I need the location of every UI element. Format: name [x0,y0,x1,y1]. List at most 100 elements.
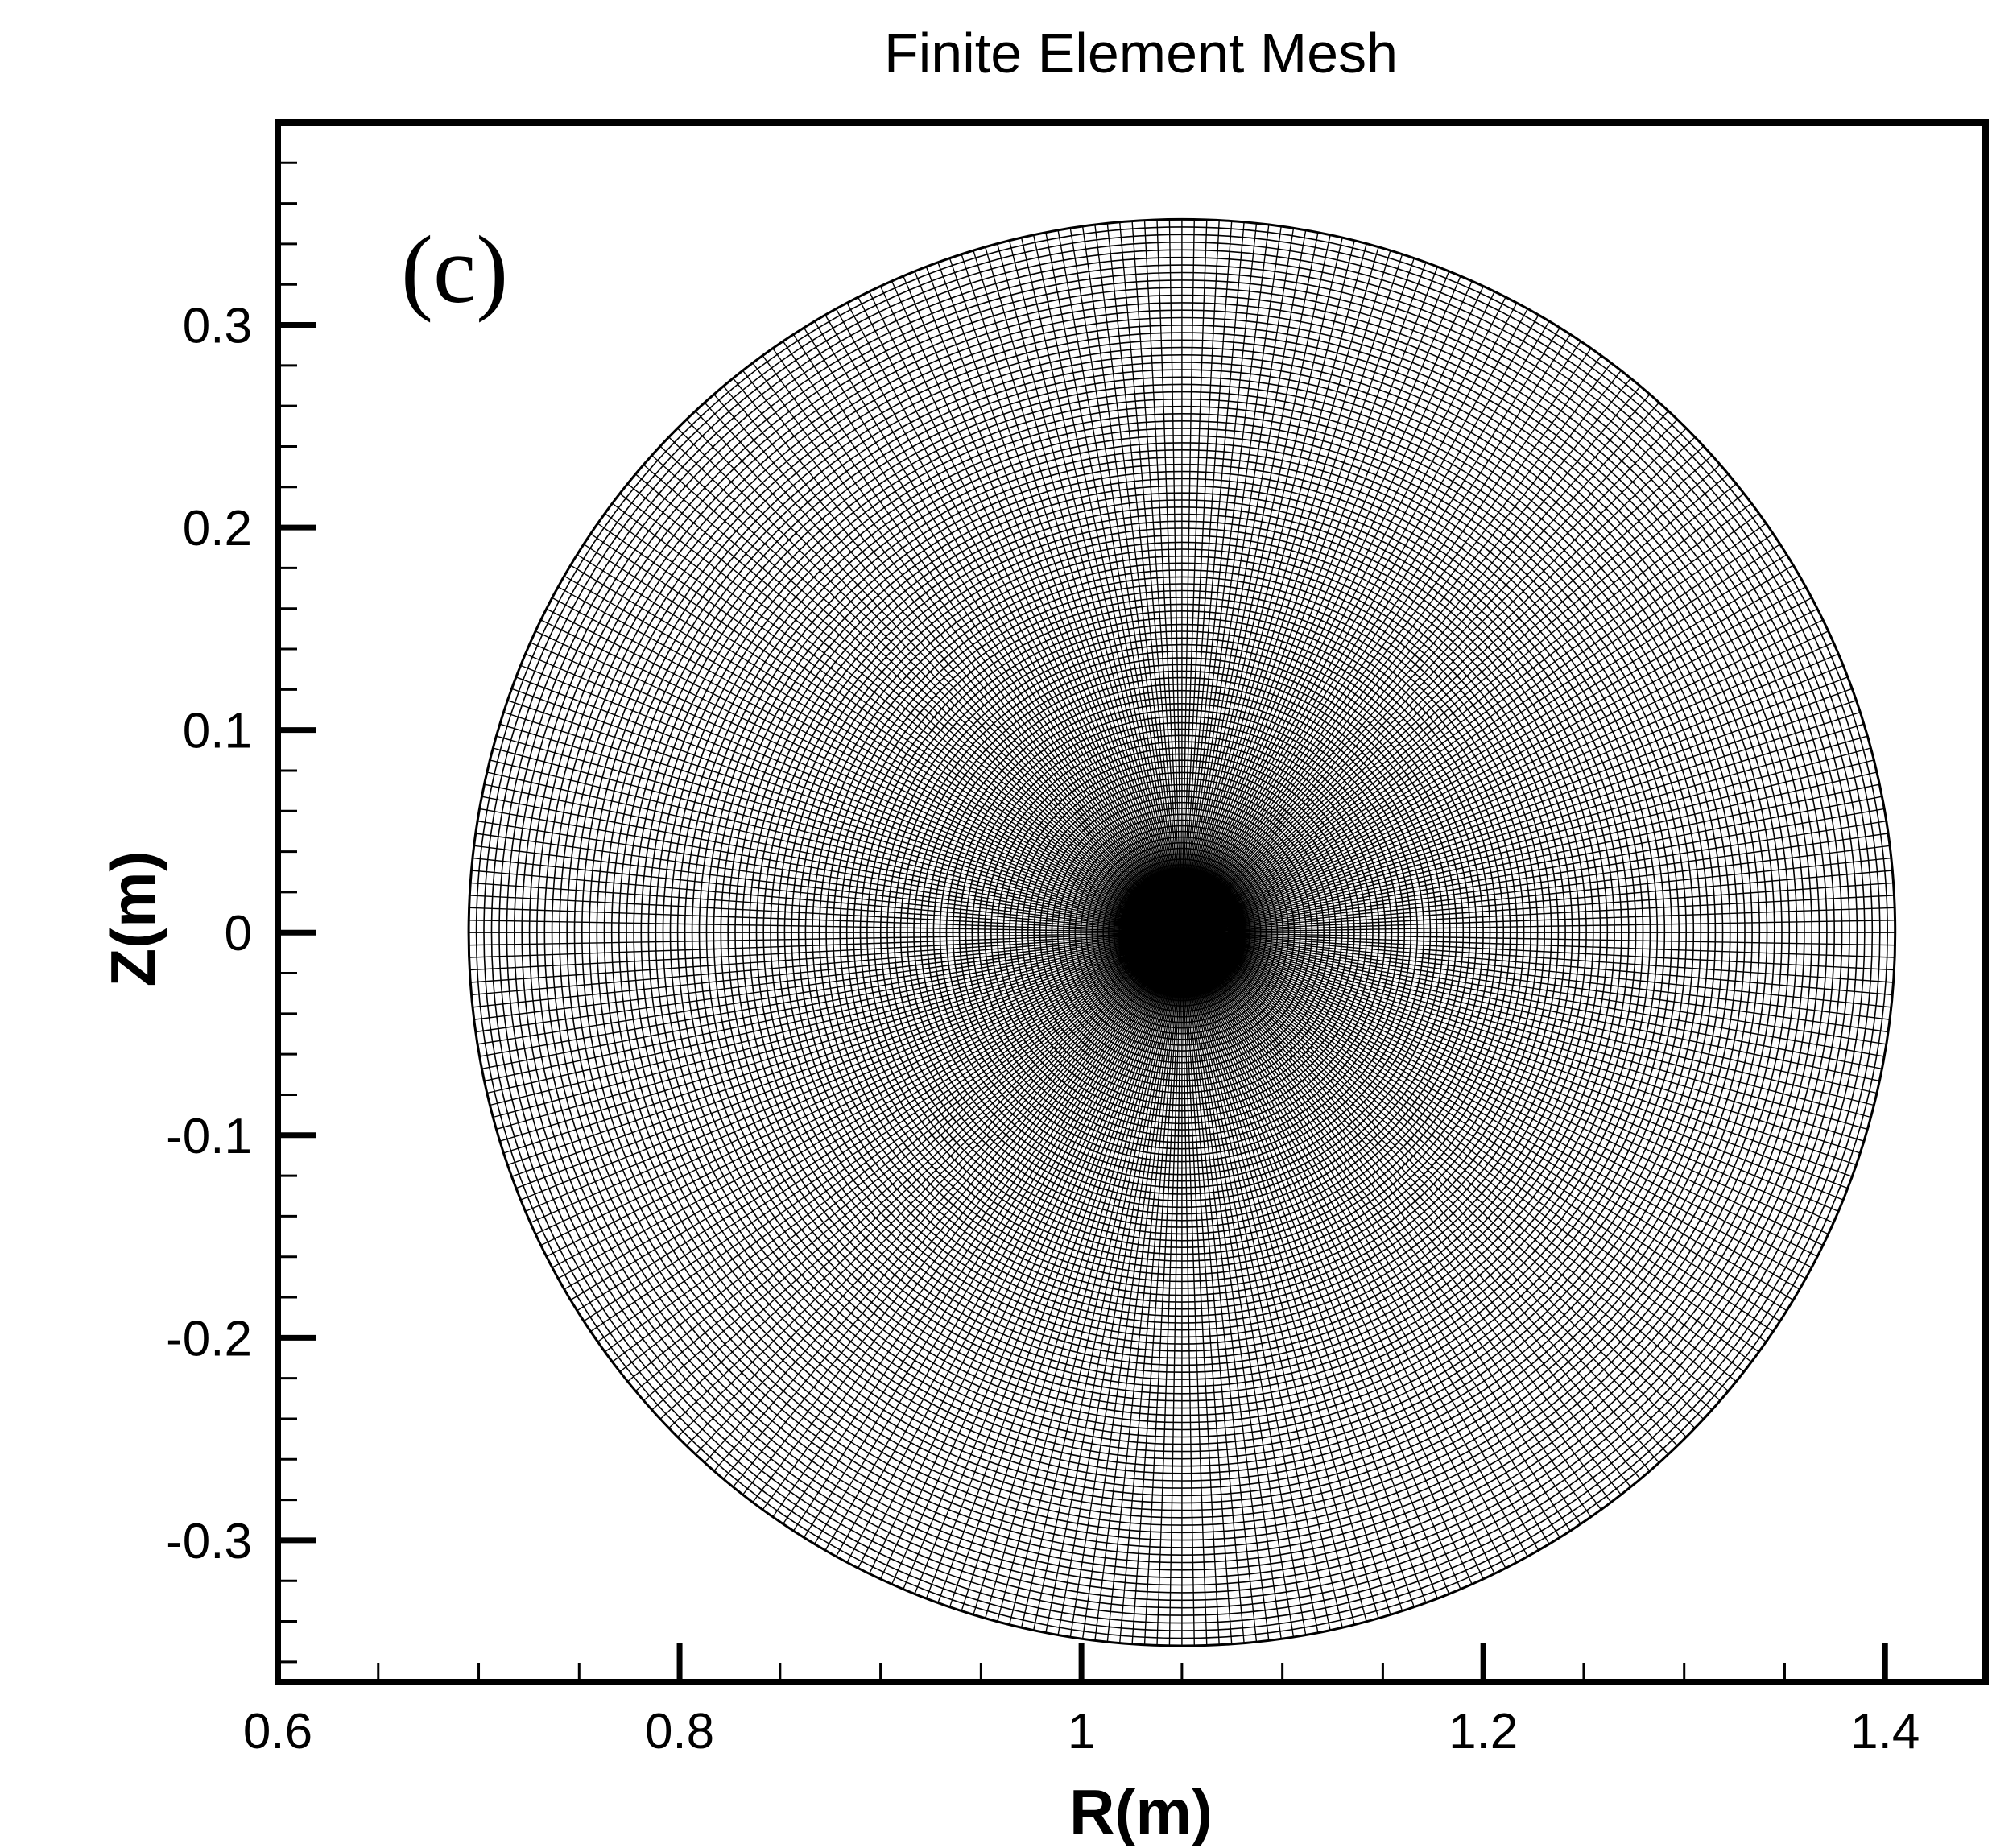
x-tick-label: 1.4 [1850,1704,1920,1759]
mesh-ring [1068,819,1296,1046]
mesh-ring [791,541,1573,1324]
x-tick-label: 0.8 [645,1704,714,1759]
mesh-ring [734,485,1630,1380]
mesh-ring [1091,841,1273,1023]
mesh-ring [920,670,1444,1195]
mesh-ring [1074,825,1290,1040]
y-tick-label: 0.2 [183,501,252,556]
mesh-ring [1009,759,1355,1106]
mesh-ring [589,339,1775,1526]
mesh-ring [1118,869,1246,996]
mesh-ring [618,369,1746,1497]
mesh-ring [907,657,1457,1209]
mesh-ring [490,241,1874,1624]
mesh-ring [825,576,1539,1289]
mesh-ring [984,734,1380,1131]
mesh-ring [475,226,1889,1639]
x-axis-label: R(m) [1069,1776,1213,1847]
mesh-radial-lines [469,219,1895,1647]
mesh-ring [996,746,1368,1118]
mesh-ring [748,499,1615,1366]
mesh-ring [958,709,1406,1156]
mesh-ring [839,589,1525,1275]
mesh-ring [783,534,1581,1331]
mesh-ring [483,234,1881,1631]
mesh-ring [1080,830,1284,1035]
mesh-ring [727,478,1637,1387]
mesh-ring [528,279,1836,1586]
mesh-ring [498,249,1866,1616]
mesh-ring [655,405,1709,1460]
mesh-ring [952,702,1412,1163]
y-tick-label: -0.1 [166,1109,252,1164]
mesh-ring [581,332,1783,1534]
mesh-ring [573,324,1791,1541]
y-tick-label: 0.1 [183,704,252,759]
mesh-ring [551,302,1813,1564]
mesh-ring [506,256,1858,1609]
mesh-ring [1102,853,1262,1012]
mesh-dense-core [1146,896,1218,969]
mesh-ring [1002,753,1362,1112]
mesh-ring [804,555,1560,1310]
panel-label: (c) [401,216,508,323]
mesh-ring [755,506,1609,1359]
mesh-ring [1097,847,1267,1018]
mesh-ring [859,610,1505,1255]
mesh-ring [1143,895,1220,971]
mesh-ring [1045,796,1319,1069]
x-axis: 0.6 0.8 1 1.2 1.4 [243,1643,1920,1759]
mesh-ring [559,309,1805,1556]
mesh-ring [603,353,1761,1511]
mesh-ring [945,696,1419,1169]
mesh-ring [1051,801,1313,1064]
mesh-ring [536,287,1828,1578]
mesh-ring [845,597,1518,1269]
mesh-ring [818,569,1546,1296]
x-tick-label: 1 [1068,1704,1095,1759]
mesh-ring [1015,766,1349,1100]
mesh-ring [770,520,1594,1345]
mesh-ring [913,664,1451,1201]
mesh-ring [1085,836,1279,1029]
mesh-ring [762,513,1601,1352]
mesh-ring [965,715,1399,1150]
mesh-ring [566,316,1798,1548]
mesh-ring [543,294,1820,1571]
mesh-ring [797,548,1566,1317]
mesh-ring [990,741,1374,1125]
mesh-ring [977,728,1387,1137]
mesh-ring [647,398,1717,1467]
mesh-ring [971,721,1393,1143]
mesh-ring [742,492,1622,1373]
mesh-ring [691,442,1673,1424]
mesh-ring [1134,884,1230,981]
mesh-circular-lines [468,218,1896,1647]
mesh-ring [899,650,1465,1215]
x-tick-label: 0.6 [243,1704,312,1759]
mesh-ring [713,463,1651,1402]
y-tick-label: -0.3 [166,1514,252,1569]
mesh-ring [640,391,1724,1474]
mesh-ring [1056,808,1307,1058]
mesh-ring [626,376,1738,1489]
mesh-ring [669,420,1695,1445]
y-axis: -0.3 -0.2 -0.1 0 0.1 0.2 0.3 [166,161,316,1664]
mesh-ring [776,527,1587,1338]
y-tick-label: 0.3 [183,299,252,354]
mesh-boundary [467,217,1897,1647]
mesh-ring [1108,858,1256,1007]
mesh-ring [1113,863,1251,1002]
mesh-ring [1033,783,1331,1081]
chart-title: Finite Element Mesh [884,22,1398,85]
mesh-ring [676,428,1688,1438]
mesh-ring [893,643,1471,1222]
mesh-ring [832,583,1531,1283]
mesh-ring [853,603,1511,1262]
x-tick-label: 1.2 [1449,1704,1518,1759]
mesh-ring [684,435,1680,1431]
mesh-ring [873,623,1491,1242]
mesh-ring [596,346,1768,1519]
mesh-ring [633,383,1731,1482]
